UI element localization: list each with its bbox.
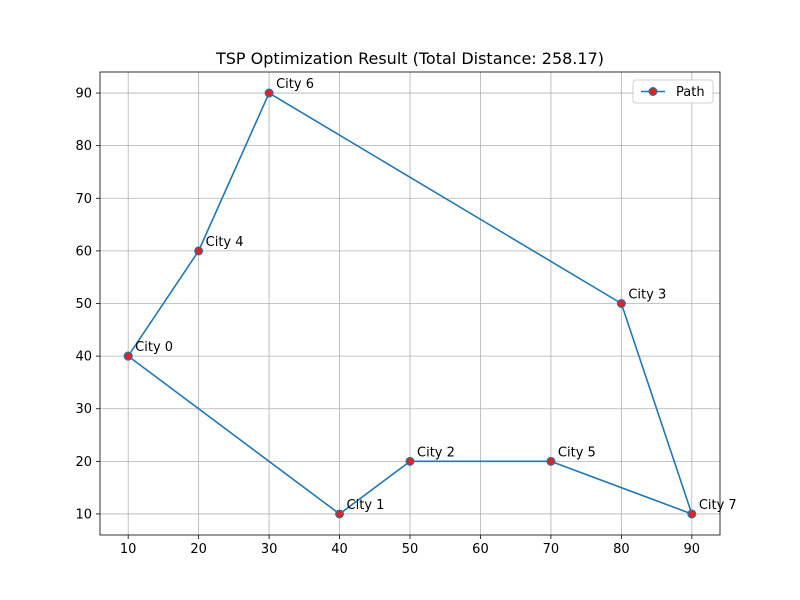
city-marker — [687, 509, 697, 519]
x-tick-label: 30 — [261, 542, 278, 557]
city-label: City 6 — [276, 77, 314, 92]
y-tick-label: 20 — [75, 455, 92, 470]
y-tick-label: 40 — [75, 350, 92, 365]
chart-title: TSP Optimization Result (Total Distance:… — [215, 49, 604, 68]
x-tick-label: 10 — [120, 542, 137, 557]
city-marker — [616, 299, 626, 308]
city-label: City 1 — [347, 498, 385, 513]
city-marker — [335, 509, 345, 519]
y-tick-label: 70 — [75, 192, 92, 207]
city-marker — [194, 246, 204, 256]
city-marker — [546, 456, 556, 466]
y-tick-label: 30 — [75, 402, 92, 417]
city-label: City 2 — [417, 445, 455, 460]
x-tick-label: 80 — [613, 542, 630, 557]
y-tick-label: 80 — [75, 139, 92, 154]
x-tick-label: 40 — [331, 542, 348, 557]
point-labels: City 0 City 4 City 6 City 3 City 7 City 5 City… — [135, 77, 737, 513]
city-marker — [405, 456, 415, 466]
x-tick-label: 50 — [402, 542, 419, 557]
city-label: City 5 — [558, 445, 596, 460]
series-path — [123, 88, 697, 519]
x-tick-label: 90 — [684, 542, 701, 557]
city-label: City 0 — [135, 340, 173, 355]
y-tick-label: 50 — [75, 297, 92, 312]
legend-label: Path — [676, 85, 705, 100]
axes: 10 20 30 40 50 60 70 80 90 10 20 30 40 50 60 70 80 90 — [75, 71, 721, 557]
legend: Path — [632, 79, 714, 104]
city-marker — [123, 351, 133, 361]
city-label: City 3 — [628, 288, 666, 303]
legend-box — [632, 79, 714, 104]
city-marker — [264, 88, 274, 98]
y-tick-label: 10 — [75, 507, 92, 522]
y-tick-label: 90 — [75, 87, 92, 102]
city-label: City 7 — [699, 498, 737, 513]
x-tick-label: 60 — [472, 542, 489, 557]
x-tick-label: 20 — [190, 542, 207, 557]
x-tick-label: 70 — [543, 542, 560, 557]
legend-marker — [648, 87, 658, 96]
city-label: City 4 — [206, 235, 244, 250]
y-tick-label: 60 — [75, 244, 92, 259]
